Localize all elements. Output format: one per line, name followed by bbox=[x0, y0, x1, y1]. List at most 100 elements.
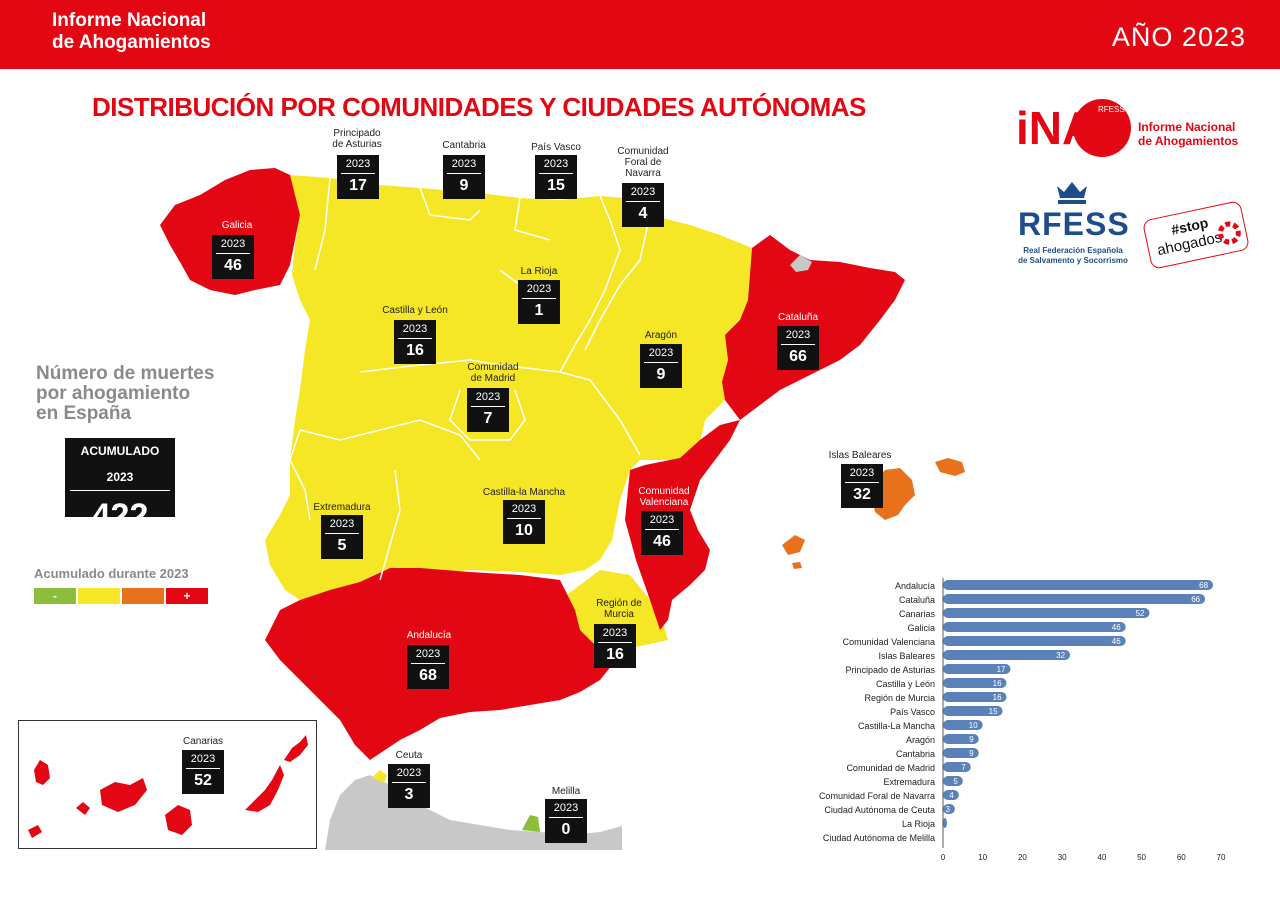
badge-value: 3 bbox=[404, 786, 414, 803]
bar-category-label: La Rioja bbox=[902, 819, 935, 829]
bar-value-label: 3 bbox=[945, 805, 950, 814]
badge-year: 2023 bbox=[341, 155, 375, 174]
x-tick-label: 60 bbox=[1177, 853, 1186, 862]
region-label-la-rioja: La Rioja bbox=[520, 266, 558, 277]
rfess-logo: RFESS bbox=[1018, 206, 1130, 242]
region-badge-castilla-leon: 2023 16 bbox=[394, 320, 436, 364]
bar-category-label: Comunidad de Madrid bbox=[846, 763, 935, 773]
badge-year: 2023 bbox=[644, 344, 678, 363]
region-label-extremadura: Extremadura bbox=[313, 502, 371, 513]
bar bbox=[943, 776, 963, 786]
region-badge-pais-vasco: 2023 15 bbox=[535, 155, 577, 199]
bar-category-label: Castilla-La Mancha bbox=[858, 721, 935, 731]
bar-category-label: Galicia bbox=[907, 623, 935, 633]
badge-year: 2023 bbox=[471, 388, 505, 407]
region-shape-galicia bbox=[160, 168, 300, 295]
bar-value-label: 7 bbox=[961, 763, 966, 772]
bar-value-label: 46 bbox=[1112, 637, 1121, 646]
ina-logo-small: RFESS bbox=[1098, 105, 1125, 114]
bar-value-label: 17 bbox=[997, 665, 1006, 674]
bar-value-label: 16 bbox=[993, 679, 1002, 688]
bar-value-label: 66 bbox=[1191, 595, 1200, 604]
report-brand: Informe Nacional de Ahogamientos bbox=[52, 10, 211, 53]
bar bbox=[943, 580, 1214, 590]
region-label-murcia: Región de Murcia bbox=[596, 598, 642, 620]
total-box: ACUMULADO 2023 422 bbox=[65, 438, 175, 535]
badge-year: 2023 bbox=[626, 183, 660, 202]
x-tick-label: 50 bbox=[1137, 853, 1146, 862]
header-bar: Informe Nacional de Ahogamientos AÑO 202… bbox=[0, 0, 1280, 69]
bar bbox=[943, 804, 955, 814]
region-shape-andorra-gray bbox=[790, 255, 812, 272]
bar-value-label: 1 bbox=[938, 819, 943, 828]
bar-category-label: Cataluña bbox=[899, 595, 935, 605]
region-badge-navarra: 2023 4 bbox=[622, 183, 664, 227]
badge-value: 16 bbox=[606, 646, 624, 663]
bar-value-label: 46 bbox=[1112, 623, 1121, 632]
region-label-asturias: Principado de Asturias bbox=[332, 128, 382, 150]
ina-logo: iNA RFESS bbox=[1016, 99, 1131, 157]
bar-category-label: País Vasco bbox=[890, 707, 935, 717]
x-tick-label: 10 bbox=[978, 853, 987, 862]
badge-year: 2023 bbox=[186, 750, 220, 769]
bar bbox=[943, 790, 959, 800]
bar-category-label: Andalucía bbox=[895, 581, 935, 591]
badge-year: 2023 bbox=[392, 764, 426, 783]
bar-category-label: Comunidad Foral de Navarra bbox=[819, 791, 935, 801]
bar-category-label: Comunidad Valenciana bbox=[843, 637, 935, 647]
badge-year: 2023 bbox=[781, 326, 815, 345]
region-shape-murcia bbox=[560, 570, 668, 650]
badge-year: 2023 bbox=[398, 320, 432, 339]
bar-category-label: Región de Murcia bbox=[864, 693, 935, 703]
badge-value: 9 bbox=[459, 177, 469, 194]
x-tick-label: 40 bbox=[1097, 853, 1106, 862]
region-label-aragon: Aragón bbox=[644, 330, 678, 341]
bar bbox=[943, 734, 979, 744]
badge-year: 2023 bbox=[549, 799, 583, 818]
region-shape-formentera bbox=[792, 562, 802, 569]
report-year: AÑO 2023 bbox=[1111, 22, 1246, 52]
region-badge-melilla: 2023 0 bbox=[545, 799, 587, 843]
ina-logo-letters: iNA bbox=[1016, 102, 1095, 154]
ina-logo-text: Informe Nacional de Ahogamientos bbox=[1138, 120, 1239, 148]
region-label-valenciana: Comunidad Valenciana bbox=[638, 486, 690, 508]
bar bbox=[943, 594, 1206, 604]
region-label-madrid: Comunidad de Madrid bbox=[467, 362, 519, 384]
region-label-cataluna: Cataluña bbox=[777, 312, 819, 323]
badge-value: 46 bbox=[653, 533, 671, 550]
region-badge-ceuta: 2023 3 bbox=[388, 764, 430, 808]
x-tick-label: 70 bbox=[1217, 853, 1226, 862]
badge-value: 17 bbox=[349, 177, 367, 194]
region-badge-baleares: 2023 32 bbox=[841, 464, 883, 508]
region-shape-canarias-1 bbox=[34, 760, 50, 785]
region-label-castilla-leon: Castilla y León bbox=[382, 305, 448, 316]
bar-category-label: Castilla y León bbox=[876, 679, 935, 689]
badge-value: 16 bbox=[406, 342, 424, 359]
badge-value: 68 bbox=[419, 667, 437, 684]
badge-year: 2023 bbox=[507, 500, 541, 519]
canarias-inset bbox=[18, 720, 317, 849]
bar-value-label: 16 bbox=[993, 693, 1002, 702]
region-badge-aragon: 2023 9 bbox=[640, 344, 682, 388]
region-shape-ceuta bbox=[372, 770, 387, 783]
bar bbox=[943, 622, 1126, 632]
region-shape-ibiza bbox=[782, 535, 805, 555]
legend-title: Acumulado durante 2023 bbox=[34, 566, 189, 581]
bar-category-label: Ciudad Autónoma de Melilla bbox=[823, 833, 935, 843]
region-badge-galicia: 2023 46 bbox=[212, 235, 254, 279]
total-box-label: ACUMULADO 2023 bbox=[70, 438, 170, 491]
bar bbox=[943, 664, 1011, 674]
badge-year: 2023 bbox=[539, 155, 573, 174]
badge-year: 2023 bbox=[411, 645, 445, 664]
legend-swatch-high: + bbox=[166, 588, 208, 604]
bar bbox=[943, 748, 979, 758]
region-badge-asturias: 2023 17 bbox=[337, 155, 379, 199]
badge-year: 2023 bbox=[522, 280, 556, 299]
stop-ahogados-badge: #stop ahogados bbox=[1141, 200, 1251, 270]
badge-value: 9 bbox=[656, 366, 666, 383]
counter-label: Número de muertes por ahogamiento en Esp… bbox=[36, 363, 215, 424]
x-tick-label: 0 bbox=[941, 853, 946, 862]
region-badge-extremadura: 2023 5 bbox=[321, 515, 363, 559]
region-badge-madrid: 2023 7 bbox=[467, 388, 509, 432]
bar-value-label: 10 bbox=[969, 721, 978, 730]
